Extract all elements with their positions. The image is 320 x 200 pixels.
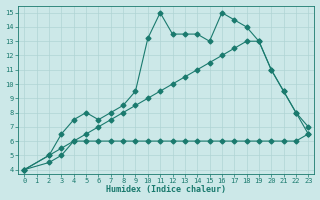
X-axis label: Humidex (Indice chaleur): Humidex (Indice chaleur) bbox=[106, 185, 226, 194]
